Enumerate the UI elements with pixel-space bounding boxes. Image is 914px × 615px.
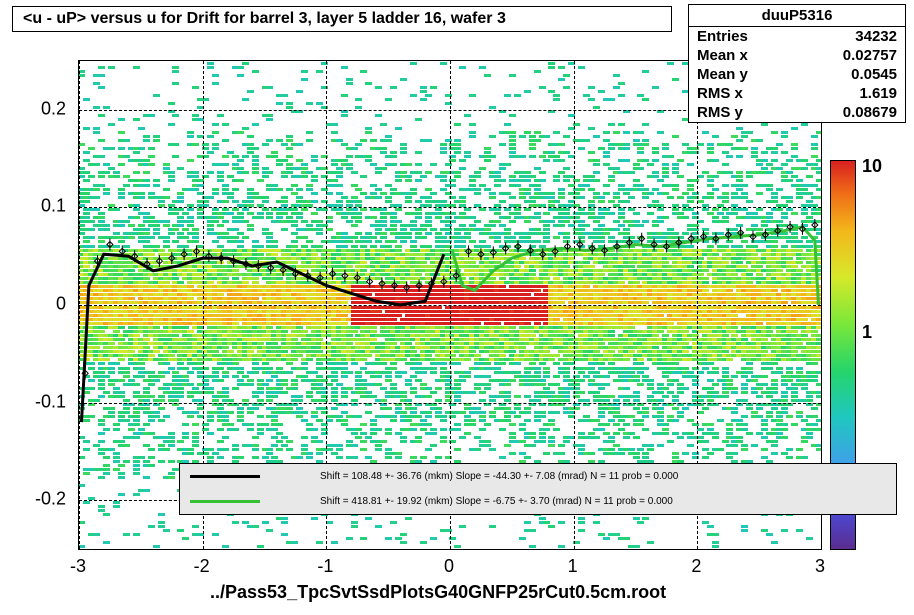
stats-label: Entries: [697, 28, 748, 45]
stats-meanx-row: Mean x 0.02757: [689, 46, 905, 65]
stats-label: RMS x: [697, 85, 743, 102]
legend-line: [190, 500, 260, 503]
stats-rmsx-row: RMS x 1.619: [689, 84, 905, 103]
legend-text: Shift = 108.48 +- 36.76 (mkm) Slope = -4…: [260, 471, 678, 482]
stats-box: duuP5316 Entries 34232 Mean x 0.02757 Me…: [688, 4, 906, 123]
xtick-label: 2: [691, 556, 701, 577]
legend-row: Shift = 108.48 +- 36.76 (mkm) Slope = -4…: [180, 464, 896, 489]
stats-value: 1.619: [859, 85, 897, 102]
legend-text: Shift = 418.81 +- 19.92 (mkm) Slope = -6…: [260, 496, 673, 507]
colorbar-segment: [831, 192, 855, 231]
ytick-label: 0.2: [6, 98, 66, 119]
stats-label: Mean x: [697, 47, 748, 64]
stats-value: 0.02757: [843, 47, 897, 64]
colorbar-segment: [831, 371, 855, 418]
legend-row: Shift = 418.81 +- 19.92 (mkm) Slope = -6…: [180, 489, 896, 514]
colorbar-segment: [831, 324, 855, 371]
xtick-label: 1: [568, 556, 578, 577]
ytick-label: -0.1: [6, 391, 66, 412]
colorbar-label: 1: [862, 322, 872, 343]
stats-meany-row: Mean y 0.0545: [689, 65, 905, 84]
xtick-label: 0: [444, 556, 454, 577]
colorbar-segment: [831, 277, 855, 324]
colorbar-segment: [831, 161, 855, 192]
ytick-label: 0: [6, 294, 66, 315]
colorbar-segment: [831, 417, 855, 464]
footer-path: ../Pass53_TpcSvtSsdPlotsG40GNFP25rCut0.5…: [210, 582, 666, 603]
stats-name: duuP5316: [689, 5, 905, 27]
stats-rmsy-row: RMS y 0.08679: [689, 103, 905, 122]
stats-label: RMS y: [697, 104, 743, 121]
colorbar-segment: [831, 231, 855, 278]
ytick-label: -0.2: [6, 489, 66, 510]
legend-box: Shift = 108.48 +- 36.76 (mkm) Slope = -4…: [179, 463, 897, 515]
xtick-label: 3: [815, 556, 825, 577]
stats-label: Mean y: [697, 66, 748, 83]
plot-title: <u - uP> versus u for Drift for barrel 3…: [12, 6, 672, 32]
root-canvas: <u - uP> versus u for Drift for barrel 3…: [0, 0, 914, 615]
stats-entries-row: Entries 34232: [689, 27, 905, 46]
xtick-label: -2: [194, 556, 210, 577]
colorbar-label: 10: [862, 156, 882, 177]
xtick-label: -1: [317, 556, 333, 577]
ytick-label: 0.1: [6, 196, 66, 217]
xtick-label: -3: [70, 556, 86, 577]
colorbar-segment: [831, 510, 855, 549]
stats-value: 0.08679: [843, 104, 897, 121]
stats-value: 34232: [855, 28, 897, 45]
stats-value: 0.0545: [851, 66, 897, 83]
legend-line: [190, 475, 260, 478]
plot-area: Shift = 108.48 +- 36.76 (mkm) Slope = -4…: [78, 60, 822, 550]
grid-v: [79, 61, 80, 549]
